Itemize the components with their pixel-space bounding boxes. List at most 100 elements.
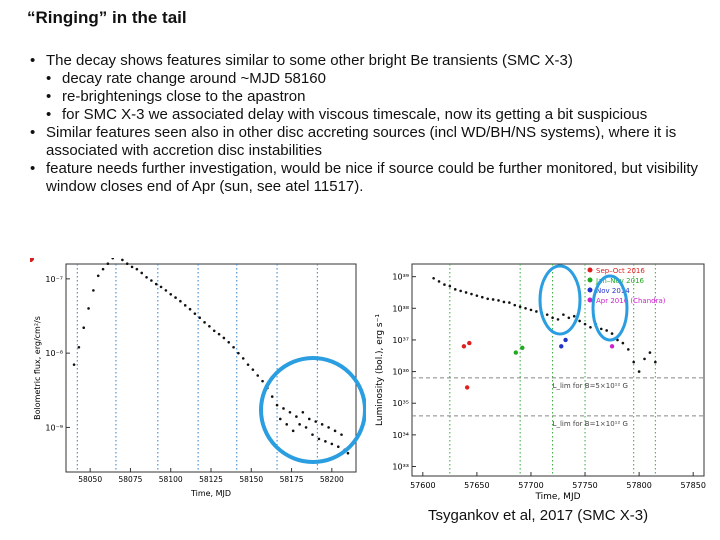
- data-point: [106, 262, 110, 265]
- data-point: [621, 341, 625, 345]
- x-tick-label: 57700: [518, 481, 543, 490]
- data-point: [270, 395, 274, 398]
- luminosity-chart: 57600 57650 57700 57750 57800 57850 10³⁹ 10³⁸ 10…: [375, 263, 706, 502]
- data-point: [535, 310, 538, 313]
- data-point: [626, 348, 630, 351]
- x-tick-label: 58075: [119, 475, 143, 484]
- data-point: [285, 423, 289, 426]
- data-point: [275, 403, 279, 407]
- data-point: [432, 276, 435, 280]
- data-point: [589, 325, 592, 329]
- data-point: [529, 308, 533, 312]
- data-point: [301, 410, 305, 414]
- data-point: [464, 291, 468, 294]
- bullet-list: The decay shows features similar to some…: [30, 52, 710, 196]
- x-tick-label: 58175: [280, 475, 304, 484]
- legend-marker: [587, 267, 593, 273]
- data-point: [311, 433, 314, 436]
- data-point: [227, 340, 231, 344]
- y-tick-label: 10⁻⁷: [45, 275, 63, 284]
- data-point: [87, 307, 90, 310]
- data-point: [212, 329, 216, 333]
- data-point: [599, 327, 603, 331]
- highlight-ellipse: [591, 274, 629, 342]
- limit-line-label: L_lim for B=1×10¹² G: [553, 420, 628, 428]
- data-point: [632, 360, 636, 364]
- data-point: [453, 288, 457, 291]
- data-point: [314, 420, 318, 423]
- data-point: [222, 336, 226, 340]
- y-tick-label: 10³⁷: [392, 336, 409, 345]
- data-point: [583, 322, 587, 326]
- data-point: [256, 374, 260, 377]
- data-point: [261, 379, 264, 383]
- y-axis-label: Luminosity (bol.), erg s⁻¹: [375, 314, 385, 426]
- data-point: [246, 363, 250, 366]
- legend-marker: [587, 287, 593, 293]
- legend-marker: [587, 277, 593, 283]
- data-point: [159, 285, 163, 289]
- data-point: [340, 433, 343, 436]
- data-point: [502, 300, 506, 304]
- data-point: [92, 289, 95, 292]
- data-point: [637, 370, 641, 373]
- data-point: [336, 445, 340, 449]
- x-axis-label: Time, MJD: [534, 492, 580, 502]
- data-point: [217, 332, 221, 336]
- data-point: [96, 274, 100, 278]
- data-point: [443, 283, 446, 286]
- data-point: [140, 271, 144, 275]
- data-point: [154, 282, 158, 286]
- data-point: [610, 332, 614, 335]
- y-axis-label: Bolometric flux, erg/cm²/s: [33, 316, 42, 420]
- y-tick-label: 10⁻⁸: [45, 349, 63, 358]
- data-point: [464, 385, 470, 390]
- bolometric-flux-chart: 58050 58075 58100 58125 58150 58175 58200 10⁻⁷ 1…: [30, 258, 366, 498]
- data-point: [241, 357, 245, 360]
- x-tick-label: 57600: [410, 481, 435, 490]
- data-point: [497, 299, 500, 302]
- data-point: [164, 289, 168, 292]
- x-tick-label: 57850: [680, 481, 705, 490]
- x-tick-label: 57650: [464, 481, 489, 490]
- legend-marker: [587, 297, 593, 303]
- data-point: [563, 337, 568, 343]
- data-point: [545, 313, 549, 316]
- data-point: [578, 319, 581, 323]
- data-point: [605, 329, 608, 332]
- data-point: [101, 267, 105, 271]
- data-point: [288, 410, 292, 414]
- data-point: [461, 344, 467, 349]
- data-point: [145, 275, 148, 279]
- data-point: [524, 306, 527, 310]
- data-point: [562, 313, 565, 316]
- plot-frame: [411, 263, 705, 477]
- data-point: [346, 451, 350, 455]
- data-point: [232, 345, 235, 349]
- data-point: [179, 299, 182, 303]
- legend-label: Nov 2014: [596, 287, 630, 295]
- data-point: [82, 326, 86, 330]
- data-point: [193, 312, 197, 315]
- data-point: [282, 407, 285, 410]
- data-point: [203, 321, 206, 324]
- data-point: [121, 258, 124, 262]
- data-point: [648, 351, 652, 354]
- x-tick-label: 57750: [572, 481, 597, 490]
- data-point: [520, 345, 525, 351]
- data-point: [327, 426, 330, 429]
- data-point: [198, 316, 202, 319]
- figure-caption: Tsygankov et al, 2017 (SMC X-3): [428, 507, 649, 524]
- x-tick-label: 58150: [239, 475, 263, 484]
- legend-label: Apr 2016 (Chandra): [596, 297, 666, 305]
- y-tick-label: 10⁻⁹: [45, 423, 63, 432]
- data-point: [330, 442, 334, 446]
- data-point: [77, 345, 81, 349]
- y-tick-label: 10³⁹: [392, 273, 409, 282]
- data-point: [513, 303, 517, 307]
- data-point: [237, 351, 240, 355]
- data-point: [491, 298, 495, 301]
- data-point: [609, 344, 615, 349]
- x-tick-label: 58050: [78, 475, 102, 484]
- data-point: [291, 429, 295, 433]
